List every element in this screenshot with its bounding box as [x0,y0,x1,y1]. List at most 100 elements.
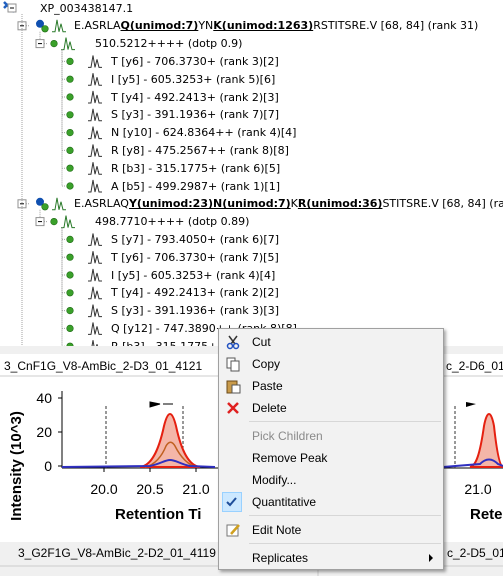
node-text: R(unimod:36) [297,197,383,211]
menu-label: Quantitative [252,495,317,509]
y-tick-label: 40 [36,390,52,406]
menu-item[interactable]: Modify... [221,469,441,491]
node-text: A [b5] - 499.2987+ (rank 1)[1] [111,179,281,193]
menu-item[interactable]: Delete [221,397,441,419]
menu-item[interactable]: Edit Note [221,519,441,541]
menu-label: Pick Children [252,429,323,443]
x-tick-label: 21.0 [182,481,209,497]
status-dot [66,93,74,101]
status-dot [66,289,74,297]
menu-item[interactable]: Replicates [221,547,441,569]
node-text: 498.7710++++ (dotp 0.89) [95,215,250,229]
tree-lines [3,1,102,346]
tree-node: T [y4] - 492.2413+ (rank 2)[2] [111,284,279,301]
node-text: K(unimod:1263) [213,19,314,33]
node-text: 510.5212++++ (dotp 0.9) [95,37,243,51]
status-dot [66,129,74,137]
peptide-icon [36,19,44,28]
peak-trace [61,458,216,468]
tree-node: T [y4] - 492.2413+ (rank 2)[3] [111,89,279,106]
status-dot [41,203,49,211]
status-dot [66,324,74,333]
menu-item[interactable]: Quantitative [221,491,441,513]
menu-label: Copy [252,357,281,371]
tree-node: T [y6] - 706.3730+ (rank 3)[2] [111,53,279,70]
menu-separator [249,421,441,422]
peak-icon [88,322,102,335]
menu-separator [249,543,441,544]
menu-item[interactable]: Remove Peak [221,447,441,469]
peak-icon [88,144,102,157]
x-axis-label: Retentio [470,506,503,523]
x-tick-label: 21.0 [464,481,491,497]
status-dot [66,146,74,154]
tree-node: S [y7] - 793.4050+ (rank 6)[7] [111,231,279,248]
y-tick-label: 0 [44,458,52,474]
tree-node: 498.7710++++ (dotp 0.89) [95,213,249,230]
peak-icon [52,197,66,211]
peak-icon [88,268,102,282]
tree-node: R [b3] - 315.1775+ (rank 5)[6] [111,338,280,346]
tree-node: E.ASRLAQ(unimod:7)YNK(unimod:1263)RSTITS… [74,17,478,34]
node-text: Q(unimod:7) [120,19,199,33]
tree-node: I [y5] - 605.3253+ (rank 5)[6] [111,71,275,88]
tree-node: XP_003438147.1 [40,0,133,17]
panel-title: 3_CnF1G_V8-AmBic_2-D3_01_4121 [4,359,202,373]
menu-icon [227,402,239,414]
submenu-arrow [429,554,433,562]
node-text: I [y5] - 605.3253+ (rank 5)[6] [111,72,276,86]
peak-trace [144,441,199,468]
peak-icon [61,215,75,229]
node-text: T [y6] - 706.3730+ (rank 7)[5] [111,250,279,264]
tree-node: R [b3] - 315.1775+ (rank 6)[5] [111,160,280,177]
peak-icon [88,55,102,68]
node-text: S [y3] - 391.1936+ (rank 3)[3] [111,304,279,318]
status-dot [50,39,58,48]
node-text: R [b3] - 315.1775+ (rank 6)[5] [111,161,281,175]
tree-node: A [b5] - 499.2987+ (rank 1)[1] [111,178,280,195]
x-tick-label: 20.5 [136,481,163,497]
tree-node: R [y8] - 475.2567++ (rank 8)[8] [111,142,289,159]
menu-label: Remove Peak [252,451,328,465]
check-box [222,492,242,512]
node-text: R [b3] - 315.1775+ (rank 5)[6] [111,340,280,346]
status-dot [66,57,74,66]
status-dot [66,182,74,190]
tree-node: S [y3] - 391.1936+ (rank 7)[7] [111,106,279,123]
node-text: T [y4] - 492.2413+ (rank 2)[3] [111,90,279,104]
status-dot [66,235,74,243]
node-text: XP_003438147.1 [40,1,134,15]
menu-label: Cut [252,335,271,349]
node-text: S [y3] - 391.1936+ (rank 7)[7] [111,108,279,122]
panel-title: c_2-D6_01_ [446,359,503,373]
node-text: S [y7] - 793.4050+ (rank 6)[7] [111,232,279,246]
status-dot [41,25,49,33]
tree-node: N [y10] - 624.8364++ (rank 4)[4] [111,124,296,141]
status-dot [66,75,74,83]
tree-node: S [y3] - 391.1936+ (rank 3)[3] [111,302,279,319]
menu-label: Edit Note [252,523,302,537]
peak-trace [442,458,503,468]
tree-node: 510.5212++++ (dotp 0.9) [95,35,242,52]
panel-title: 3_G2F1G_V8-AmBic_2-D2_01_4119 [18,546,216,560]
peak-icon [88,179,102,193]
node-text: I [y5] - 605.3253+ (rank 4)[4] [111,268,276,282]
menu-item[interactable]: Cut [221,331,441,353]
status-dot [66,342,74,346]
status-dot [66,253,74,261]
status-dot [66,307,74,315]
y-axis-label: Intensity (10^3) [8,411,25,521]
menu-item[interactable]: Copy [221,353,441,375]
peak-icon [88,233,102,246]
menu-item[interactable]: Paste [221,375,441,397]
y-tick-label: 20 [36,424,52,440]
node-text: STITSRE.V [68, 84] (rank 24) [382,197,503,211]
node-text: E.ASRLAQ [74,197,129,211]
tree-view: XP_003438147.1 E.ASRLAQ(unimod:7)YNK(unim… [3,0,503,346]
panel-title: c_2-D5_01_ [447,546,503,560]
menu-label: Modify... [252,473,297,487]
peak-icon [88,304,102,318]
context-menu: Cut Copy Paste Delete Pick Children Remove Pe… [218,328,444,570]
menu-label: Delete [252,401,287,415]
